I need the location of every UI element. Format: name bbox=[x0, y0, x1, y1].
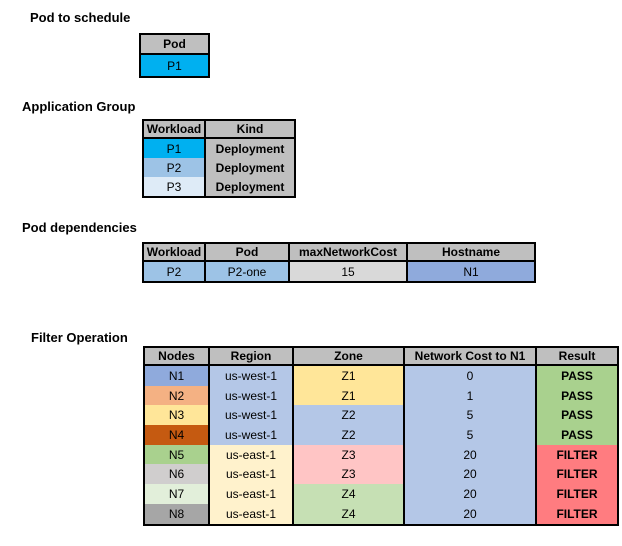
result-cell: PASS bbox=[537, 405, 617, 426]
cost-cell: 20 bbox=[405, 503, 537, 524]
column-header: Network Cost to N1 bbox=[405, 348, 537, 366]
node-cell: N4 bbox=[145, 425, 210, 445]
pod-dependencies-title: Pod dependencies bbox=[22, 220, 137, 235]
zone-cell: Z2 bbox=[294, 425, 405, 445]
column-header: Kind bbox=[206, 121, 294, 139]
cost-cell: 1 bbox=[405, 385, 537, 406]
zone-cell: Z2 bbox=[294, 405, 405, 426]
column-header: Workload bbox=[144, 121, 206, 139]
node-cell: N2 bbox=[145, 385, 210, 406]
result-cell: PASS bbox=[537, 366, 617, 386]
region-cell: us-east-1 bbox=[210, 484, 294, 504]
node-cell: N5 bbox=[145, 444, 210, 465]
kind-cell: Deployment bbox=[206, 139, 294, 158]
column-header: Hostname bbox=[408, 244, 534, 262]
hostname-cell: N1 bbox=[408, 262, 534, 281]
node-cell: N6 bbox=[145, 464, 210, 485]
region-cell: us-east-1 bbox=[210, 444, 294, 465]
pod-to-schedule-title: Pod to schedule bbox=[30, 10, 131, 25]
workload-cell: P2 bbox=[144, 158, 206, 177]
region-cell: us-east-1 bbox=[210, 464, 294, 485]
cost-cell: 5 bbox=[405, 405, 537, 426]
result-cell: PASS bbox=[537, 425, 617, 445]
zone-cell: Z3 bbox=[294, 464, 405, 485]
pod-cell: P2-one bbox=[206, 262, 290, 281]
zone-cell: Z1 bbox=[294, 385, 405, 406]
result-cell: FILTER bbox=[537, 484, 617, 504]
zone-cell: Z1 bbox=[294, 366, 405, 386]
application-group-title: Application Group bbox=[22, 99, 136, 114]
region-cell: us-west-1 bbox=[210, 405, 294, 426]
column-header: Zone bbox=[294, 348, 405, 366]
application-group-table: Workload Kind P1 Deployment P2 Deploymen… bbox=[142, 119, 296, 198]
node-cell: N1 bbox=[145, 366, 210, 386]
workload-cell: P1 bbox=[144, 139, 206, 158]
node-cell: N3 bbox=[145, 405, 210, 426]
column-header: Result bbox=[537, 348, 617, 366]
max-network-cost-cell: 15 bbox=[290, 262, 408, 281]
workload-cell: P2 bbox=[144, 262, 206, 281]
cost-cell: 20 bbox=[405, 464, 537, 485]
cost-cell: 0 bbox=[405, 366, 537, 386]
column-header: Pod bbox=[206, 244, 290, 262]
cost-cell: 20 bbox=[405, 484, 537, 504]
pod-cell: P1 bbox=[141, 55, 208, 76]
result-cell: FILTER bbox=[537, 503, 617, 524]
zone-cell: Z4 bbox=[294, 484, 405, 504]
pod-dependencies-table: Workload Pod maxNetworkCost Hostname P2 … bbox=[142, 242, 536, 283]
filter-operation-title: Filter Operation bbox=[31, 330, 128, 345]
node-cell: N7 bbox=[145, 484, 210, 504]
cost-cell: 5 bbox=[405, 425, 537, 445]
region-cell: us-east-1 bbox=[210, 503, 294, 524]
result-cell: FILTER bbox=[537, 464, 617, 485]
node-cell: N8 bbox=[145, 503, 210, 524]
filter-operation-table: Nodes Region Zone Network Cost to N1 Res… bbox=[143, 346, 619, 526]
zone-cell: Z3 bbox=[294, 444, 405, 465]
region-cell: us-west-1 bbox=[210, 366, 294, 386]
result-cell: PASS bbox=[537, 385, 617, 406]
column-header: Region bbox=[210, 348, 294, 366]
column-header: Workload bbox=[144, 244, 206, 262]
region-cell: us-west-1 bbox=[210, 425, 294, 445]
cost-cell: 20 bbox=[405, 444, 537, 465]
kind-cell: Deployment bbox=[206, 177, 294, 196]
kind-cell: Deployment bbox=[206, 158, 294, 177]
zone-cell: Z4 bbox=[294, 503, 405, 524]
column-header: Nodes bbox=[145, 348, 210, 366]
workload-cell: P3 bbox=[144, 177, 206, 196]
column-header: maxNetworkCost bbox=[290, 244, 408, 262]
pod-to-schedule-table: Pod P1 bbox=[139, 33, 210, 78]
region-cell: us-west-1 bbox=[210, 385, 294, 406]
result-cell: FILTER bbox=[537, 444, 617, 465]
column-header: Pod bbox=[141, 35, 208, 55]
